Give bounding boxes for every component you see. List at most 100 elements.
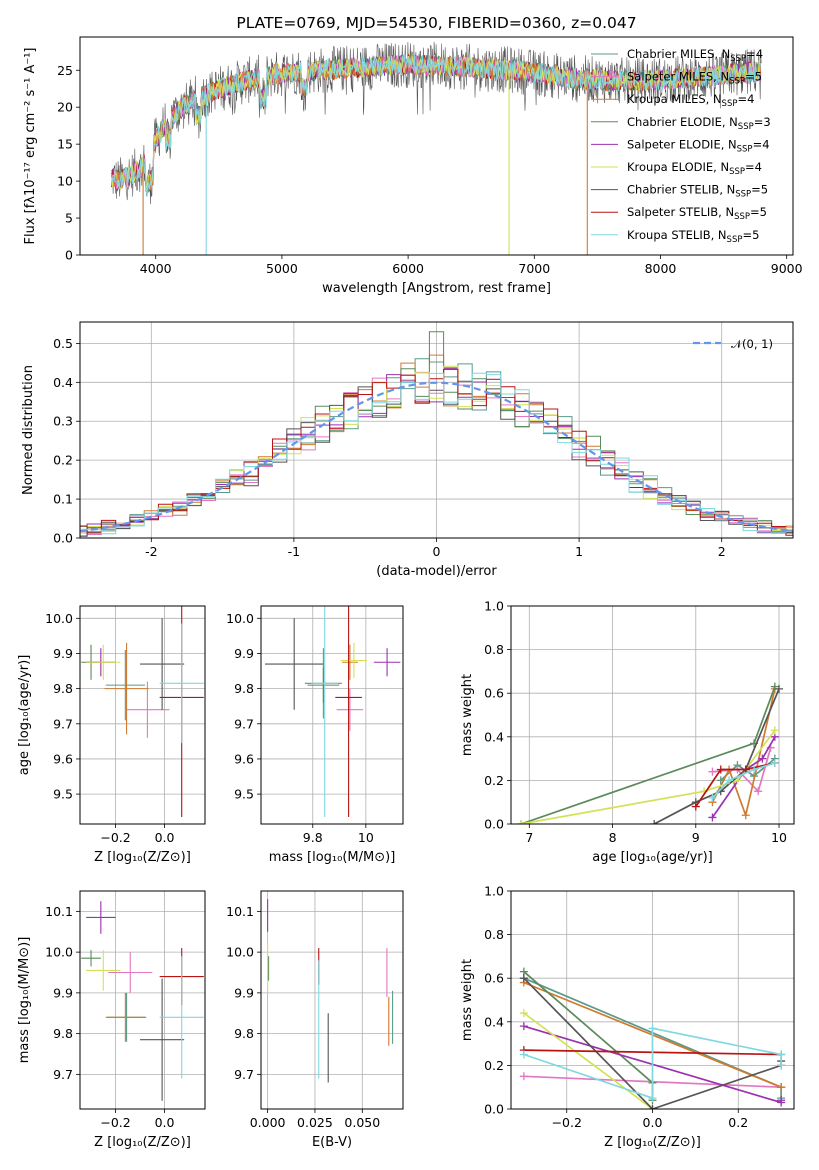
legend-entry: Salpeter ELODIE, NSSP=4 xyxy=(627,137,770,154)
y-tick-label: 20 xyxy=(57,100,73,115)
y-tick-label: 9.7 xyxy=(53,716,73,731)
plot-area xyxy=(261,606,403,824)
axes-frame xyxy=(260,890,404,1110)
x-tick-label: −0.2 xyxy=(552,1115,582,1130)
y-tick-label: 9.5 xyxy=(234,787,254,802)
weight-line-8 xyxy=(523,1027,782,1100)
legend-subscript: SSP xyxy=(729,167,745,177)
y-tick-label: 0.0 xyxy=(484,1102,504,1117)
y-tick-label: 9.7 xyxy=(53,1067,73,1082)
legend-text: Chabrier ELODIE, N xyxy=(627,115,738,129)
legend-subscript: SSP xyxy=(738,122,754,132)
weight-line-5 xyxy=(520,729,776,824)
legend-text: Chabrier STELIB, N xyxy=(627,183,735,197)
x-axis-label: Z [log₁₀(Z/Z⊙)] xyxy=(604,1135,701,1150)
y-tick-label: 10 xyxy=(57,174,73,189)
y-axis-label: Normed distribution xyxy=(21,365,36,495)
legend-text: Kroupa STELIB, N xyxy=(627,228,727,242)
weight-line-3 xyxy=(520,686,776,824)
y-tick-label: 0.8 xyxy=(484,642,504,657)
x-tick-label: -1 xyxy=(288,544,300,559)
weight-vs-Z-panel: −0.2 0.0 0.2 0.0 0.2 0.4 0.6 0.8 1.0 Z [log₁₀(Z/Z… xyxy=(460,884,795,1150)
plot-area xyxy=(80,891,205,1109)
y-tick-label: 0.4 xyxy=(53,375,73,390)
weight-line-8 xyxy=(711,762,776,799)
weight-marker xyxy=(741,765,750,774)
weight-line-5 xyxy=(523,1012,654,1109)
y-tick-label: 9.9 xyxy=(234,985,254,1000)
y-tick-label: 9.5 xyxy=(53,787,73,802)
weight-marker xyxy=(750,765,759,774)
x-tick-label: 8000 xyxy=(645,261,677,276)
y-tick-label: 0.4 xyxy=(484,1014,504,1029)
weight-marker xyxy=(708,813,717,822)
weight-marker xyxy=(650,820,659,824)
x-tick-label: 5000 xyxy=(266,261,298,276)
legend-subscript: SSP xyxy=(730,54,746,64)
y-tick-label: 0.2 xyxy=(484,773,504,788)
weight-marker xyxy=(770,726,779,735)
axes-frame xyxy=(79,321,794,539)
plot-area xyxy=(261,891,403,1109)
legend-value: =5 xyxy=(751,183,768,197)
x-axis-label: age [log₁₀(age/yr)] xyxy=(592,850,713,865)
x-tick-label: 4000 xyxy=(140,261,172,276)
plot-area xyxy=(111,41,762,255)
y-tick-label: 0.6 xyxy=(484,971,504,986)
mass-vs-ebv-panel: 0.000 0.025 0.050 9.7 9.8 9.9 10.0 10.1 E(B-V) xyxy=(226,890,404,1150)
weight-marker xyxy=(519,974,528,983)
legend-value: =5 xyxy=(742,228,759,242)
legend-value: =4 xyxy=(745,160,762,174)
x-axis-label: mass [log₁₀(M/M⊙)] xyxy=(269,850,396,865)
y-axis-label: age [log₁₀(age/yr)] xyxy=(17,655,32,776)
y-tick-label: 0.6 xyxy=(484,686,504,701)
spectrum-line-5 xyxy=(111,55,761,191)
y-tick-label: 9.9 xyxy=(53,646,73,661)
legend-subscript: SSP xyxy=(727,235,743,245)
x-tick-label: 0.000 xyxy=(250,1115,286,1130)
y-tick-label: 9.8 xyxy=(53,681,73,696)
weight-marker xyxy=(741,811,750,820)
y-tick-label: 0.8 xyxy=(484,927,504,942)
x-tick-label: 0 xyxy=(433,544,441,559)
y-tick-label: 9.8 xyxy=(53,1026,73,1041)
weight-marker xyxy=(648,1094,657,1103)
weight-marker xyxy=(716,765,725,774)
y-tick-label: 9.9 xyxy=(53,985,73,1000)
plot-area xyxy=(80,322,793,538)
legend-value: =3 xyxy=(754,115,771,129)
chart-title: PLATE=0769, MJD=54530, FIBERID=0360, z=0… xyxy=(236,14,636,32)
y-tick-label: 10.0 xyxy=(45,945,73,960)
plot-area xyxy=(80,606,205,824)
weight-marker xyxy=(770,682,779,691)
legend-text: Kroupa ELODIE, N xyxy=(627,160,729,174)
histogram-series-8 xyxy=(80,372,793,535)
age-vs-Z-panel: −0.2 0.0 9.5 9.6 9.7 9.8 9.9 10.0 Z [log₁₀(Z/Z⊙)… xyxy=(17,605,206,865)
legend-entry: Salpeter MILES, NSSP=5 xyxy=(627,70,762,87)
weight-line-1 xyxy=(712,747,772,793)
y-tick-label: 0.0 xyxy=(53,531,73,546)
legend-entry: Kroupa ELODIE, NSSP=4 xyxy=(627,160,762,177)
y-tick-label: 0.4 xyxy=(484,729,504,744)
legend-value: =4 xyxy=(746,47,763,61)
x-tick-label: 0.2 xyxy=(728,1115,748,1130)
weight-vs-age-panel: 7 8 9 10 0.0 0.2 0.4 0.6 0.8 1.0 age [log₁₀(age/yr… xyxy=(460,599,795,865)
y-axis-label: mass [log₁₀(M/M⊙)] xyxy=(17,937,32,1064)
weight-marker xyxy=(519,1022,528,1031)
legend-entry: Kroupa MILES, NSSP=4 xyxy=(627,92,754,109)
weight-marker xyxy=(691,802,700,811)
weight-marker xyxy=(777,1096,786,1105)
y-tick-label: 9.6 xyxy=(53,751,73,766)
y-tick-label: 0.2 xyxy=(53,453,73,468)
legend-text: Chabrier MILES, N xyxy=(627,47,730,61)
x-tick-label: -2 xyxy=(145,544,157,559)
y-tick-label: 9.8 xyxy=(234,681,254,696)
x-tick-label: 10 xyxy=(358,830,374,845)
weight-marker xyxy=(519,1050,528,1059)
residuals-panel: -2 -1 0 1 2 0.0 0.1 0.2 0.3 0.4 0.5 (data-model)/er… xyxy=(21,321,794,579)
axes-frame xyxy=(79,36,794,256)
legend-entry: Chabrier ELODIE, NSSP=3 xyxy=(627,115,771,132)
legend-entry: Chabrier MILES, NSSP=4 xyxy=(627,47,763,64)
x-tick-label: 7000 xyxy=(518,261,550,276)
